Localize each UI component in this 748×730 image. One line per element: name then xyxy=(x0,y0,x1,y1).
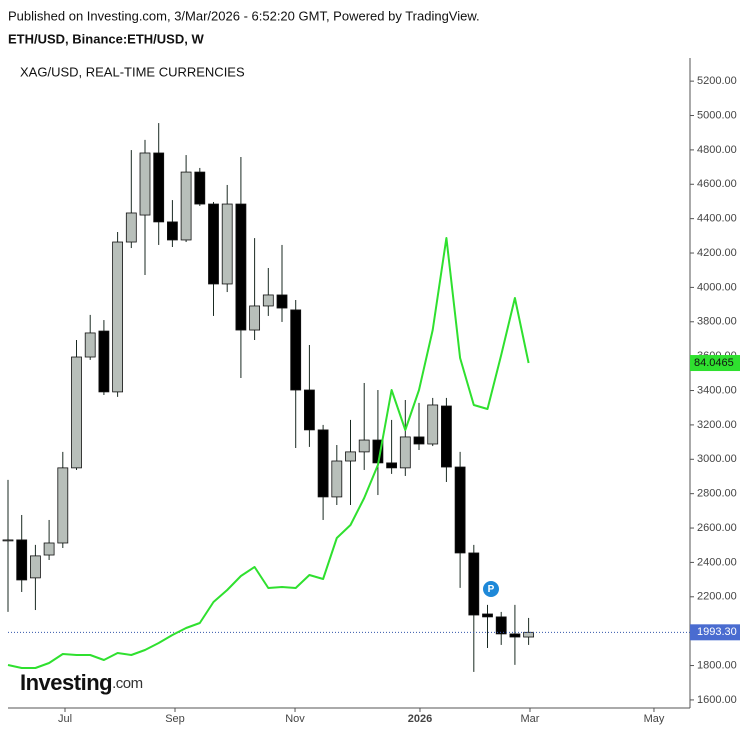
candle-body xyxy=(399,436,411,469)
x-tick-label: Sep xyxy=(165,713,185,725)
candle-body xyxy=(167,221,178,241)
candle-body xyxy=(482,613,493,618)
candle-body xyxy=(317,429,329,498)
candle-body xyxy=(208,203,219,285)
y-tick-label: 3000.00 xyxy=(697,453,737,465)
candle-body xyxy=(30,555,41,579)
y-tick-label: 3200.00 xyxy=(697,419,737,431)
plot xyxy=(2,123,535,672)
candle-body xyxy=(235,203,247,331)
candle-body xyxy=(495,616,507,635)
y-tick-label: 5000.00 xyxy=(697,109,737,121)
x-tick-label: May xyxy=(644,713,665,725)
candle-body xyxy=(57,467,69,544)
y-tick-label: 4600.00 xyxy=(697,178,737,190)
candle-body xyxy=(427,404,439,445)
legend-entry: XAG/USD, REAL-TIME CURRENCIES xyxy=(20,64,245,79)
candle-body xyxy=(386,462,398,469)
candle-body xyxy=(413,436,425,445)
candle-body xyxy=(262,294,274,307)
last-value-box xyxy=(690,355,740,372)
y-tick-label: 1600.00 xyxy=(697,694,737,706)
candle-body xyxy=(276,294,288,309)
marker-badge xyxy=(483,581,499,597)
last-price-label: 1993.30 xyxy=(697,626,737,638)
series-line xyxy=(7,237,530,669)
candle-body xyxy=(71,356,82,469)
candle-body xyxy=(468,552,480,616)
y-tick-label: 2400.00 xyxy=(697,556,737,568)
candle-body xyxy=(345,451,356,462)
candle-body xyxy=(153,152,165,223)
candle-body xyxy=(331,460,343,498)
watermark-suffix: .com xyxy=(112,675,143,692)
y-tick-label: 5200.00 xyxy=(697,75,737,87)
candle-body xyxy=(523,631,535,638)
watermark-main: Investing xyxy=(20,670,112,695)
y-tick-label: 4200.00 xyxy=(697,247,737,259)
candle-body xyxy=(454,466,466,554)
candle-body xyxy=(16,539,28,581)
candle-body xyxy=(2,539,14,542)
last-value-label: 84.0465 xyxy=(694,357,734,369)
x-tick-label: Mar xyxy=(521,713,540,725)
y-tick-label: 2200.00 xyxy=(697,591,737,603)
candle-body xyxy=(304,389,315,431)
candle-body xyxy=(194,171,206,205)
y-tick-label: 4000.00 xyxy=(697,281,737,293)
last-price-box xyxy=(690,624,740,641)
candle-body xyxy=(221,203,233,285)
y-tick-label: 2600.00 xyxy=(697,522,737,534)
candle-body xyxy=(441,405,452,468)
y-tick-label: 3400.00 xyxy=(697,384,737,396)
x-tick-label: Jul xyxy=(58,713,72,725)
y-tick-label: 4400.00 xyxy=(697,213,737,225)
y-tick-label: 1800.00 xyxy=(697,659,737,671)
x-tick-label: 2026 xyxy=(408,713,432,725)
candle-body xyxy=(84,332,96,358)
x-tick-label: Nov xyxy=(285,713,305,725)
y-tick-label: 2800.00 xyxy=(697,488,737,500)
marker-label: P xyxy=(488,584,495,595)
y-tick-label: 3800.00 xyxy=(697,316,737,328)
candle-body xyxy=(112,241,124,393)
symbol-title: ETH/USD, Binance:ETH/USD, W xyxy=(8,31,204,46)
published-note: Published on Investing.com, 3/Mar/2026 -… xyxy=(8,8,480,23)
overlay xyxy=(7,237,690,669)
candle-body xyxy=(180,171,192,241)
candle-body xyxy=(125,212,137,243)
candle-body xyxy=(249,305,261,331)
candle-body xyxy=(358,439,370,453)
candle-body xyxy=(43,542,55,556)
candle-body xyxy=(98,330,110,393)
candle-body xyxy=(139,152,151,216)
candle-body xyxy=(290,309,302,391)
y-tick-label: 4800.00 xyxy=(697,144,737,156)
watermark: Investing.com xyxy=(20,670,143,695)
candle-body xyxy=(509,633,521,638)
